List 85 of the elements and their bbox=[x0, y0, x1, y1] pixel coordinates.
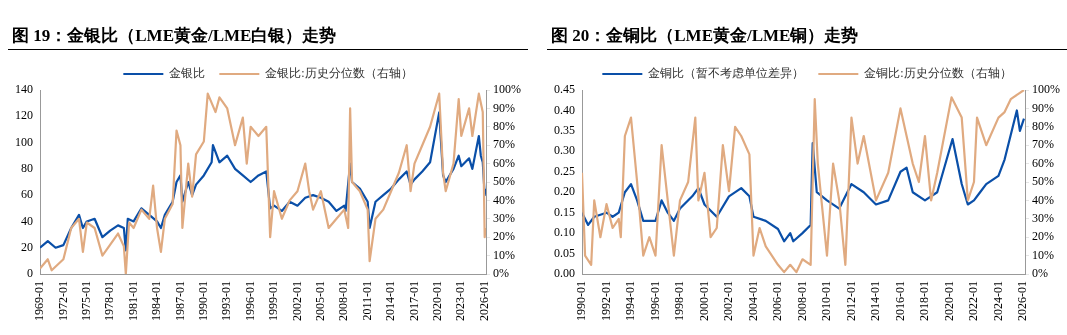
x-tick-label: 2020-01 bbox=[941, 281, 956, 321]
x-tick-label: 2017-01 bbox=[406, 281, 421, 321]
x-tick-label: 1994-01 bbox=[623, 281, 638, 321]
x-tick-label: 2014-01 bbox=[868, 281, 883, 321]
x-tick-label: 1972-01 bbox=[55, 281, 70, 321]
y2-tick-label: 60% bbox=[493, 155, 515, 170]
y2-tick-label: 10% bbox=[493, 247, 515, 262]
x-tick-label: 2002-01 bbox=[289, 281, 304, 321]
x-tick-label: 2024-01 bbox=[990, 281, 1005, 321]
x-tick-label: 1996-01 bbox=[647, 281, 662, 321]
x-tick-label: 1981-01 bbox=[125, 281, 140, 321]
y2-tick-label: 70% bbox=[1032, 137, 1054, 152]
y-tick-label: 0.40 bbox=[554, 102, 575, 117]
x-tick-label: 2005-01 bbox=[313, 281, 328, 321]
y2-tick-label: 40% bbox=[493, 192, 515, 207]
y2-tick-label: 100% bbox=[493, 82, 521, 97]
x-tick-label: 1969-01 bbox=[32, 281, 47, 321]
x-tick-label: 2010-01 bbox=[819, 281, 834, 321]
y2-tick-label: 50% bbox=[493, 174, 515, 189]
y2-tick-label: 80% bbox=[493, 118, 515, 133]
x-tick-label: 1999-01 bbox=[266, 281, 281, 321]
x-tick-label: 1984-01 bbox=[149, 281, 164, 321]
x-tick-label: 2023-01 bbox=[453, 281, 468, 321]
legend-label: 金银比:历史分位数（右轴） bbox=[265, 66, 413, 81]
x-tick-label: 2008-01 bbox=[794, 281, 809, 321]
x-tick-label: 2004-01 bbox=[745, 281, 760, 321]
y2-tick-label: 30% bbox=[1032, 210, 1054, 225]
x-tick-label: 2002-01 bbox=[721, 281, 736, 321]
legend-label: 金铜比:历史分位数（右轴） bbox=[864, 66, 1012, 81]
y-tick-label: 0.10 bbox=[554, 225, 575, 240]
chart-title: 图 19：金银比（LME黄金/LME白银）走势 bbox=[8, 22, 528, 50]
y2-tick-label: 20% bbox=[493, 229, 515, 244]
legend-label: 金银比 bbox=[169, 66, 206, 81]
y2-tick-label: 40% bbox=[1032, 192, 1054, 207]
y2-tick-label: 70% bbox=[493, 137, 515, 152]
y2-tick-label: 30% bbox=[493, 210, 515, 225]
x-tick-label: 1978-01 bbox=[102, 281, 117, 321]
y-tick-label: 80 bbox=[21, 161, 33, 176]
x-tick-label: 2008-01 bbox=[336, 281, 351, 321]
x-tick-label: 2016-01 bbox=[892, 281, 907, 321]
y2-tick-label: 60% bbox=[1032, 155, 1054, 170]
y-tick-label: 0.05 bbox=[554, 245, 575, 260]
x-tick-label: 2014-01 bbox=[383, 281, 398, 321]
x-tick-label: 1992-01 bbox=[598, 281, 613, 321]
y-tick-label: 0.30 bbox=[554, 143, 575, 158]
x-tick-label: 1993-01 bbox=[219, 281, 234, 321]
y-tick-label: 20 bbox=[21, 239, 33, 254]
y-tick-label: 0 bbox=[27, 266, 33, 281]
x-tick-label: 1975-01 bbox=[78, 281, 93, 321]
x-tick-label: 1987-01 bbox=[172, 281, 187, 321]
y-tick-label: 0.15 bbox=[554, 204, 575, 219]
y2-tick-label: 10% bbox=[1032, 247, 1054, 262]
x-tick-label: 1990-01 bbox=[574, 281, 589, 321]
y-tick-label: 40 bbox=[21, 213, 33, 228]
x-tick-label: 2006-01 bbox=[770, 281, 785, 321]
x-tick-label: 2018-01 bbox=[917, 281, 932, 321]
y2-tick-label: 90% bbox=[1032, 100, 1054, 115]
y-tick-label: 60 bbox=[21, 187, 33, 202]
chart-title: 图 20：金铜比（LME黄金/LME铜）走势 bbox=[547, 22, 1067, 50]
x-tick-label: 1996-01 bbox=[242, 281, 257, 321]
x-tick-label: 1998-01 bbox=[672, 281, 687, 321]
y2-tick-label: 50% bbox=[1032, 174, 1054, 189]
x-tick-label: 1990-01 bbox=[195, 281, 210, 321]
x-tick-label: 2022-01 bbox=[966, 281, 981, 321]
y-tick-label: 0.45 bbox=[554, 82, 575, 97]
y2-tick-label: 0% bbox=[1032, 266, 1048, 281]
x-tick-label: 2020-01 bbox=[430, 281, 445, 321]
x-tick-label: 2000-01 bbox=[696, 281, 711, 321]
y-tick-label: 0.20 bbox=[554, 184, 575, 199]
y-tick-label: 120 bbox=[15, 108, 33, 123]
x-tick-label: 2026-01 bbox=[1015, 281, 1030, 321]
y2-tick-label: 90% bbox=[493, 100, 515, 115]
y-tick-label: 0.35 bbox=[554, 123, 575, 138]
y-tick-label: 100 bbox=[15, 134, 33, 149]
y2-tick-label: 0% bbox=[493, 266, 509, 281]
y-tick-label: 140 bbox=[15, 82, 33, 97]
x-tick-label: 2012-01 bbox=[843, 281, 858, 321]
y2-tick-label: 80% bbox=[1032, 118, 1054, 133]
y2-tick-label: 20% bbox=[1032, 229, 1054, 244]
y2-tick-label: 100% bbox=[1032, 82, 1060, 97]
y-tick-label: 0.25 bbox=[554, 163, 575, 178]
x-tick-label: 2011-01 bbox=[359, 281, 374, 321]
legend-label: 金铜比（暂不考虑单位差异） bbox=[648, 66, 805, 81]
x-tick-label: 2026-01 bbox=[476, 281, 491, 321]
y-tick-label: 0.00 bbox=[554, 266, 575, 281]
